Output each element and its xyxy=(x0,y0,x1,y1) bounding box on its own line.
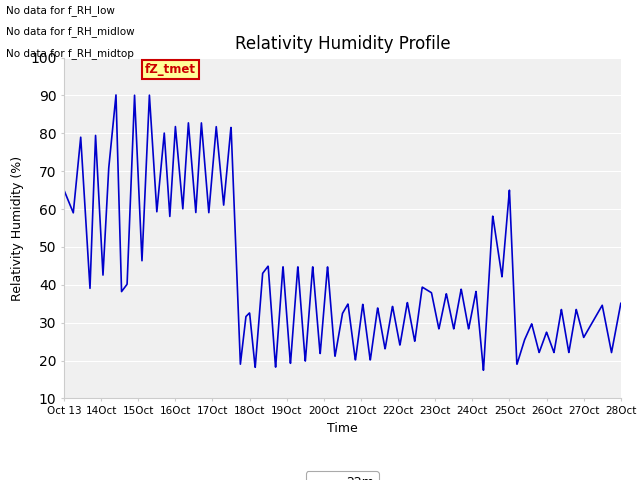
Text: No data for f_RH_low: No data for f_RH_low xyxy=(6,5,115,16)
Y-axis label: Relativity Humidity (%): Relativity Humidity (%) xyxy=(12,156,24,300)
Legend: 22m: 22m xyxy=(306,471,379,480)
X-axis label: Time: Time xyxy=(327,421,358,434)
Text: No data for f_RH_midlow: No data for f_RH_midlow xyxy=(6,26,135,37)
Text: fZ_tmet: fZ_tmet xyxy=(145,63,196,76)
Title: Relativity Humidity Profile: Relativity Humidity Profile xyxy=(235,35,450,53)
Text: No data for f_RH_midtop: No data for f_RH_midtop xyxy=(6,48,134,59)
